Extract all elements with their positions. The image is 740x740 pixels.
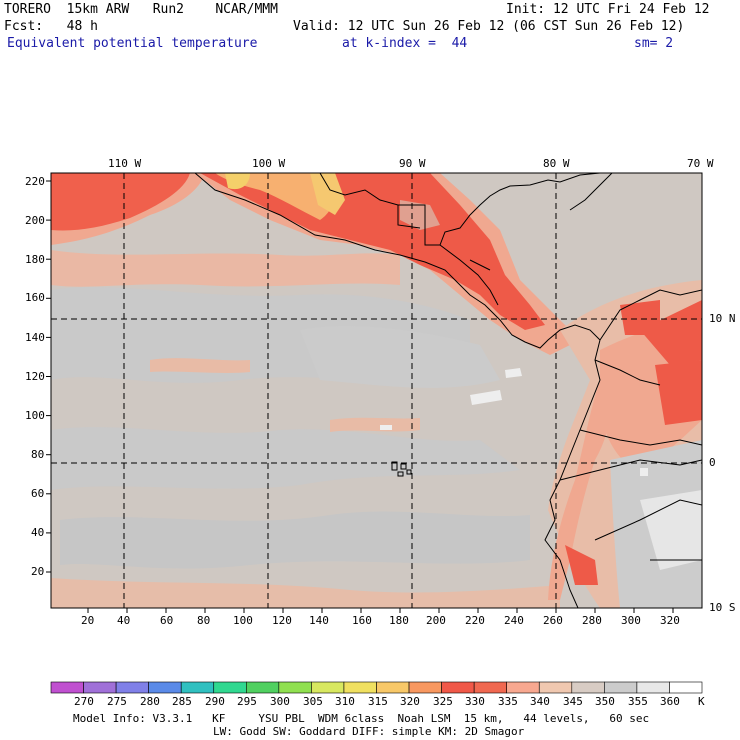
x-tick-label: 200 xyxy=(426,614,446,627)
lon-label: 70 W xyxy=(687,157,714,170)
x-tick-label: 180 xyxy=(389,614,409,627)
coastlines xyxy=(194,173,702,608)
colorbar-box xyxy=(115,681,149,694)
x-tick-label: 320 xyxy=(660,614,680,627)
colorbar-box xyxy=(311,681,345,694)
colorbar-label: 305 xyxy=(303,695,323,708)
y-tick-label: 200 xyxy=(25,214,45,227)
x-tick-label: 40 xyxy=(117,614,131,627)
y-tick-label: 120 xyxy=(25,370,45,383)
colorbar-box xyxy=(604,681,638,694)
colorbar-label: 270 xyxy=(74,695,94,708)
colorbar-box xyxy=(50,681,84,694)
colorbar-box xyxy=(180,681,215,694)
galapagos-islands xyxy=(391,461,412,477)
colorbar-label: 355 xyxy=(628,695,648,708)
y-tick-label: 20 xyxy=(31,565,45,578)
forecast-hour: Fcst: 48 h xyxy=(4,19,98,34)
x-tick-label: 280 xyxy=(582,614,602,627)
x-tick-label: 160 xyxy=(352,614,372,627)
colorbar-box xyxy=(441,681,475,694)
y-tick-label: 60 xyxy=(31,487,45,500)
colorbar-box xyxy=(408,681,442,694)
x-tick-label: 60 xyxy=(160,614,174,627)
colorbar-box xyxy=(571,681,605,694)
colorbar-label: 315 xyxy=(368,695,388,708)
colorbar-box xyxy=(343,681,377,694)
colorbar xyxy=(50,681,703,694)
lat-label: 10 N xyxy=(709,312,736,325)
colorbar-label: 335 xyxy=(498,695,518,708)
x-tick-label: 240 xyxy=(504,614,524,627)
valid-time: Valid: 12 UTC Sun 26 Feb 12 (06 CST Sun … xyxy=(293,19,685,34)
colorbar-box xyxy=(506,681,540,694)
model-info: Model Info: V3.3.1 KF YSU PBL WDM 6class… xyxy=(73,712,650,725)
colorbar-box xyxy=(538,681,573,694)
x-tick-marks xyxy=(87,608,674,613)
level-info: at k-index = 44 xyxy=(342,36,468,51)
lon-label: 110 W xyxy=(108,157,142,170)
plot-frame xyxy=(50,172,703,609)
lat-label: 10 S xyxy=(709,601,736,614)
colorbar-box xyxy=(473,681,507,694)
colorbar-label: 285 xyxy=(172,695,192,708)
colorbar-label: 300 xyxy=(270,695,290,708)
colorbar-label: 275 xyxy=(107,695,127,708)
x-tick-label: 100 xyxy=(233,614,253,627)
colorbar-box xyxy=(83,681,117,694)
colorbar-box xyxy=(669,681,703,694)
colorbar-label: 280 xyxy=(140,695,160,708)
colorbar-label: 330 xyxy=(465,695,485,708)
lon-label: 90 W xyxy=(399,157,426,170)
x-tick-label: 260 xyxy=(543,614,563,627)
model-title: TORERO 15km ARW Run2 NCAR/MMM xyxy=(4,2,278,17)
colorbar-label: 310 xyxy=(335,695,355,708)
colorbar-label: 345 xyxy=(563,695,583,708)
x-tick-label: 20 xyxy=(81,614,95,627)
x-tick-label: 120 xyxy=(272,614,292,627)
y-tick-label: 80 xyxy=(31,448,45,461)
lon-label: 80 W xyxy=(543,157,570,170)
colorbar-box xyxy=(278,681,312,694)
lat-label: 0 xyxy=(709,456,716,469)
graticule xyxy=(51,173,702,608)
x-tick-label: 220 xyxy=(465,614,485,627)
colorbar-box xyxy=(246,681,280,694)
x-tick-label: 300 xyxy=(621,614,641,627)
colorbar-label: 340 xyxy=(530,695,550,708)
y-tick-label: 180 xyxy=(25,253,45,266)
y-tick-label: 160 xyxy=(25,291,45,304)
colorbar-box xyxy=(148,681,182,694)
x-tick-label: 80 xyxy=(197,614,211,627)
y-tick-label: 40 xyxy=(31,526,45,539)
colorbar-box xyxy=(376,681,410,694)
physics-info: LW: Godd SW: Goddard DIFF: simple KM: 2D… xyxy=(213,725,525,738)
x-tick-label: 140 xyxy=(309,614,329,627)
theta-e-field xyxy=(51,173,702,608)
y-tick-marks xyxy=(46,180,51,573)
colorbar-label: 325 xyxy=(433,695,453,708)
colorbar-label: 350 xyxy=(595,695,615,708)
colorbar-label: 320 xyxy=(400,695,420,708)
colorbar-label: 290 xyxy=(205,695,225,708)
init-time: Init: 12 UTC Fri 24 Feb 12 xyxy=(506,2,710,17)
colorbar-label: 360 xyxy=(660,695,680,708)
colorbar-box xyxy=(213,681,247,694)
colorbar-label: 295 xyxy=(237,695,257,708)
colorbar-unit: K xyxy=(698,695,705,708)
y-tick-label: 140 xyxy=(25,331,45,344)
lon-label: 100 W xyxy=(252,157,286,170)
y-tick-label: 100 xyxy=(25,409,45,422)
colorbar-box xyxy=(636,681,670,694)
smoothing-info: sm= 2 xyxy=(634,36,674,51)
y-tick-label: 220 xyxy=(25,175,45,188)
field-name: Equivalent potential temperature xyxy=(7,36,258,51)
